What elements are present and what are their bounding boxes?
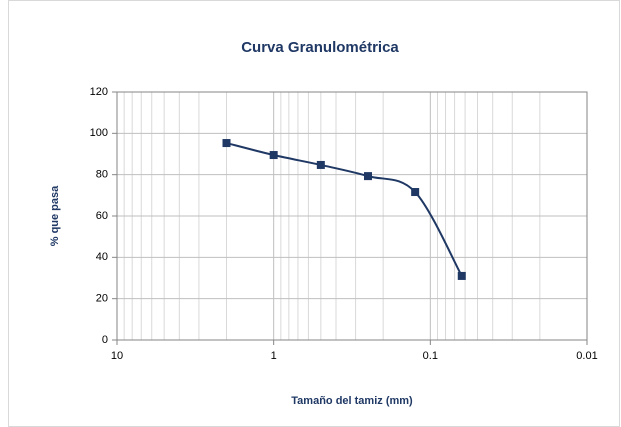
y-tick-label: 40 [96,251,108,263]
x-tick-label: 1 [271,350,277,362]
marker [363,172,372,181]
x-tick-label: 0.1 [423,350,438,362]
marker [269,151,278,160]
y-tick-label: 80 [96,169,108,181]
marker [457,271,466,280]
marker [222,139,231,148]
x-tick-label: 10 [111,350,123,362]
x-axis-label: Tamaño del tamiz (mm) [291,395,413,407]
y-tick-label: 120 [90,86,108,98]
chart-border [8,0,620,427]
y-tick-label: 100 [90,127,108,139]
marker [411,188,420,197]
y-tick-label: 20 [96,293,108,305]
chart-title: Curva Granulométrica [241,39,399,56]
y-tick-label: 0 [102,334,108,346]
marker [316,160,325,169]
plot-border [116,91,588,341]
y-axis-label: % que pasa [49,185,61,246]
y-tick-label: 60 [96,210,108,222]
x-tick-label: 0.01 [576,350,597,362]
